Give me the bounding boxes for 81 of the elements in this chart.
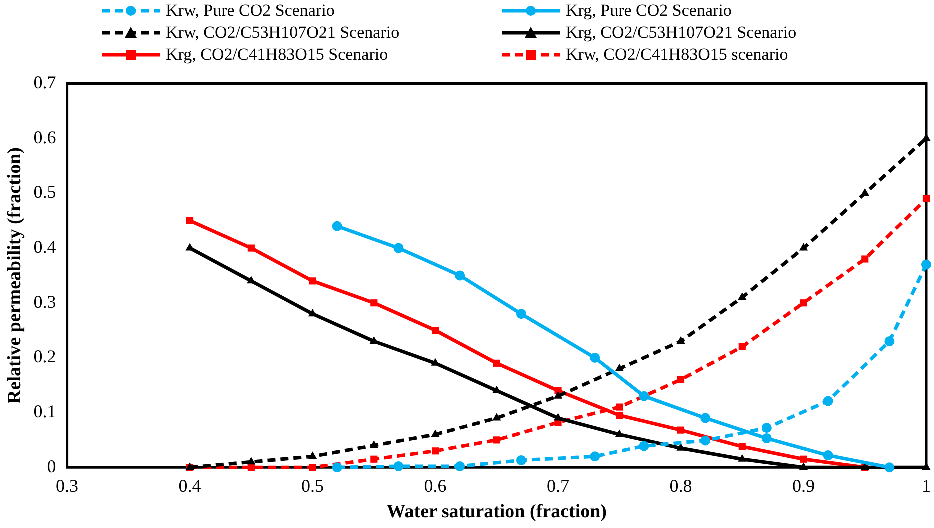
x-tick-label: 0.5 <box>302 476 324 496</box>
point <box>860 188 870 196</box>
x-axis-title: Water saturation (fraction) <box>386 502 608 523</box>
point <box>615 430 624 438</box>
point <box>922 260 932 270</box>
point <box>493 436 500 444</box>
point <box>370 456 378 463</box>
point <box>823 450 834 461</box>
point <box>700 436 711 446</box>
legend-label: Krw, Pure CO2 Scenario <box>166 0 335 22</box>
point <box>616 404 624 411</box>
point <box>799 243 808 251</box>
point <box>248 244 255 252</box>
x-tick-label: 0.4 <box>178 476 202 496</box>
legend-label: Krg, CO2/C41H83O15 Scenario <box>166 44 388 66</box>
point <box>370 300 378 307</box>
x-tick-label: 0.3 <box>56 476 79 496</box>
point <box>394 462 404 472</box>
point <box>676 443 686 451</box>
y-tick-label: 0.5 <box>34 182 56 202</box>
point <box>590 452 600 462</box>
point <box>309 464 316 472</box>
legend-label: Krw, CO2/C41H83O15 scenario <box>566 44 788 66</box>
point <box>432 326 440 334</box>
x-tick-label: 0.7 <box>547 476 570 496</box>
point <box>922 195 930 202</box>
point <box>738 454 747 462</box>
point <box>186 217 194 224</box>
x-tick-label: 1 <box>922 476 931 496</box>
point <box>308 452 318 460</box>
point <box>677 426 685 434</box>
point <box>738 443 746 450</box>
y-tick-label: 0.7 <box>34 72 56 93</box>
point <box>394 243 404 254</box>
point <box>823 396 834 406</box>
x-tick-label: 0.8 <box>670 476 692 496</box>
point <box>884 462 895 473</box>
point <box>762 423 772 434</box>
point <box>516 309 526 320</box>
point <box>762 434 772 444</box>
legend-label: Krw, CO2/C53H107O21 Scenario <box>166 22 400 44</box>
y-axis-title: Relative permeability (fraction) <box>4 147 26 404</box>
point <box>799 462 808 470</box>
point <box>884 336 895 346</box>
point <box>332 221 342 232</box>
point <box>455 462 466 472</box>
point <box>455 270 466 281</box>
legend-label: Krg, Pure CO2 Scenario <box>566 0 732 22</box>
point <box>862 256 869 263</box>
point <box>639 391 650 402</box>
point <box>516 455 526 466</box>
legend-label: Krg, CO2/C53H107O21 Scenario <box>566 22 797 44</box>
point <box>431 430 440 438</box>
point <box>554 391 563 399</box>
point <box>247 457 256 465</box>
y-tick-label: 0.6 <box>34 127 56 148</box>
y-tick-label: 0 <box>47 456 56 476</box>
x-tick-label: 0.9 <box>792 476 816 496</box>
point <box>639 441 650 452</box>
point <box>738 292 747 300</box>
point <box>677 376 685 384</box>
point <box>248 464 255 472</box>
x-tick-label: 0.6 <box>424 476 447 496</box>
point <box>676 336 686 344</box>
point <box>615 364 624 372</box>
point <box>738 343 746 351</box>
point <box>309 278 316 285</box>
y-tick-label: 0.1 <box>34 402 56 422</box>
point <box>432 448 440 455</box>
point <box>492 413 502 421</box>
point <box>616 412 624 420</box>
y-tick-label: 0.2 <box>34 346 56 367</box>
point <box>493 360 500 367</box>
point <box>800 456 808 463</box>
point <box>590 352 600 363</box>
y-tick-label: 0.3 <box>34 292 56 312</box>
y-tick-label: 0.4 <box>34 237 56 258</box>
point <box>800 300 808 307</box>
point <box>370 440 378 448</box>
point <box>700 413 711 424</box>
point <box>332 462 342 473</box>
